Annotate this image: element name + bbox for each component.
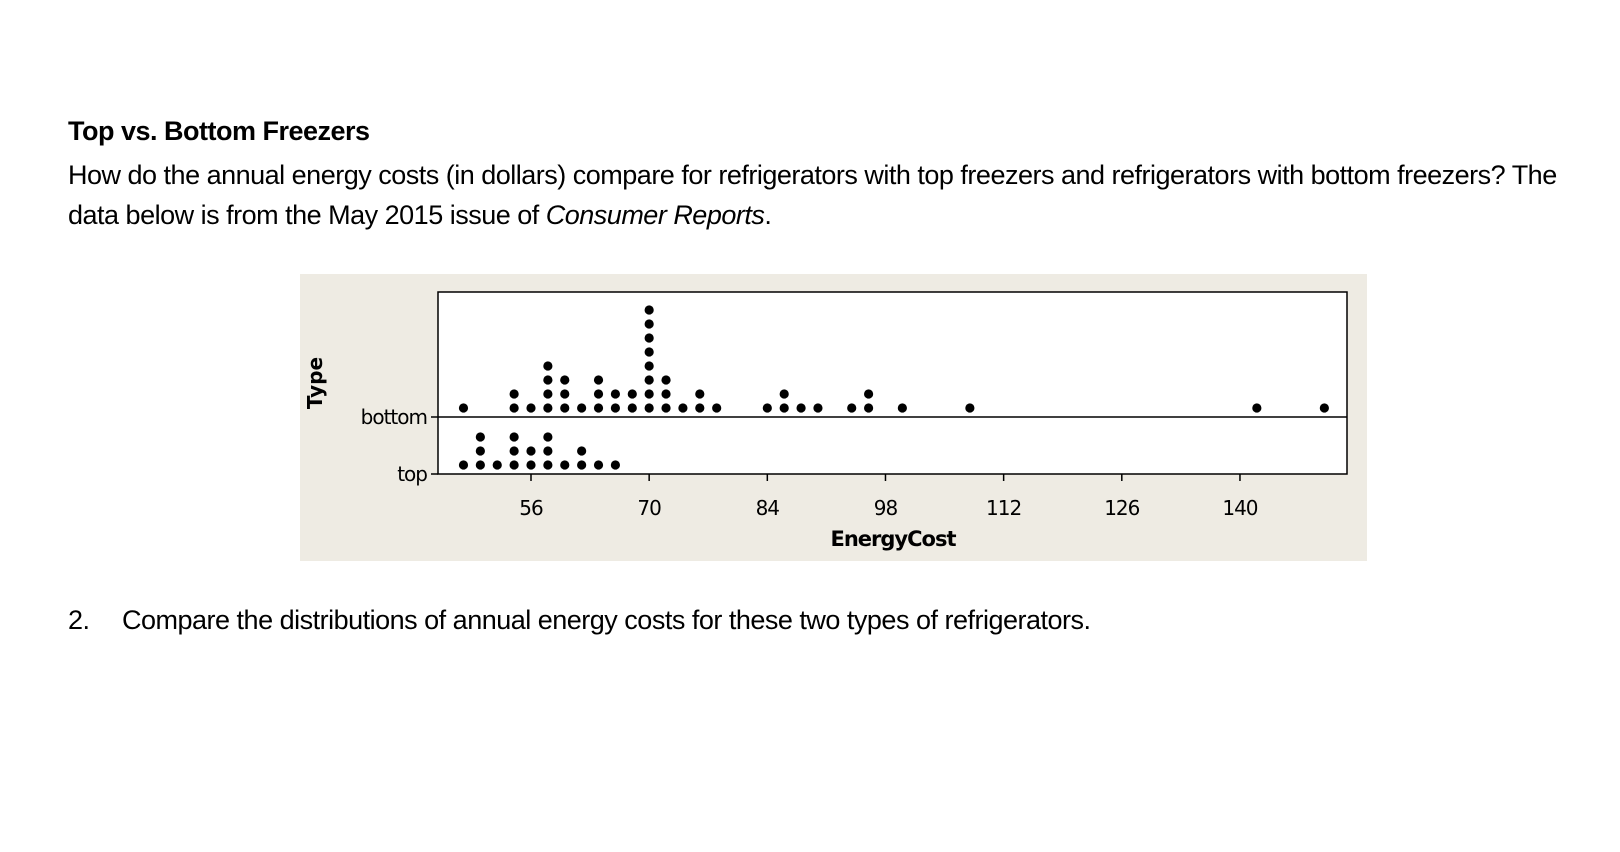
x-tick-label: 112 — [986, 496, 1021, 520]
dot-top-58 — [543, 460, 553, 470]
x-tick-label: 84 — [756, 496, 780, 520]
dot-top-62 — [577, 460, 587, 470]
dot-top-54 — [509, 446, 519, 456]
dot-bottom-90 — [813, 403, 823, 413]
dot-bottom-48 — [458, 403, 469, 413]
category-label-top: top — [397, 462, 427, 486]
dot-top-48 — [458, 460, 469, 470]
dot-top-54 — [509, 460, 519, 470]
x-tick-label: 98 — [874, 496, 898, 520]
source-name: Consumer Reports — [545, 200, 765, 230]
dot-bottom-58 — [543, 361, 553, 371]
dot-bottom-70 — [644, 403, 654, 413]
dot-bottom-70 — [644, 319, 654, 329]
intro-paragraph: How do the annual energy costs (in dolla… — [68, 155, 1588, 235]
dot-bottom-76 — [695, 403, 705, 413]
dot-top-64 — [593, 460, 604, 470]
y-axis-label: Type — [303, 357, 327, 409]
plot-area — [437, 291, 1348, 475]
dot-top-50 — [475, 432, 485, 442]
question-text: Compare the distributions of annual ener… — [122, 605, 1091, 635]
dot-bottom-60 — [560, 403, 570, 413]
x-tick-label: 126 — [1104, 496, 1139, 520]
dot-bottom-74 — [678, 403, 688, 413]
dot-bottom-142 — [1252, 403, 1262, 413]
dot-top-52 — [492, 460, 502, 470]
dot-top-58 — [543, 446, 553, 456]
dot-bottom-72 — [661, 389, 671, 399]
dot-bottom-108 — [965, 403, 975, 413]
dot-bottom-150 — [1319, 403, 1329, 413]
dot-top-50 — [475, 460, 485, 470]
dot-bottom-96 — [864, 403, 874, 413]
dot-bottom-86 — [779, 389, 789, 399]
document-title: Top vs. Bottom Freezers — [68, 116, 370, 146]
intro-end: . — [764, 200, 772, 230]
x-axis-label: EnergyCost — [831, 527, 957, 551]
dot-bottom-70 — [644, 333, 654, 343]
dot-bottom-54 — [509, 389, 519, 399]
dot-bottom-70 — [644, 361, 654, 371]
dot-top-50 — [475, 446, 485, 456]
question-number: 2. — [68, 605, 90, 635]
dot-top-56 — [526, 460, 536, 470]
dot-bottom-66 — [610, 403, 621, 413]
dot-bottom-70 — [644, 389, 654, 399]
dot-bottom-100 — [897, 403, 907, 413]
dot-top-62 — [577, 446, 587, 456]
dot-bottom-88 — [796, 403, 806, 413]
dot-bottom-70 — [644, 305, 654, 315]
dot-bottom-70 — [644, 375, 654, 385]
dot-bottom-54 — [509, 403, 519, 413]
x-tick-label: 70 — [637, 496, 661, 520]
dot-bottom-64 — [593, 389, 604, 399]
dot-bottom-66 — [610, 389, 621, 399]
dot-bottom-86 — [779, 403, 789, 413]
dot-bottom-58 — [543, 389, 553, 399]
dot-bottom-62 — [577, 403, 587, 413]
dot-bottom-68 — [627, 403, 637, 413]
dot-bottom-94 — [847, 403, 857, 413]
dot-bottom-72 — [661, 403, 671, 413]
question-2: 2. Compare the distributions of annual en… — [68, 605, 1091, 636]
dot-bottom-76 — [695, 389, 705, 399]
dot-bottom-72 — [661, 375, 671, 385]
x-tick-label: 140 — [1222, 496, 1257, 520]
category-label-bottom: bottom — [361, 405, 427, 429]
intro-text: How do the annual energy costs (in dolla… — [68, 160, 1557, 230]
dot-bottom-56 — [526, 403, 536, 413]
dot-bottom-58 — [543, 403, 553, 413]
dot-bottom-68 — [627, 389, 637, 399]
dot-bottom-58 — [543, 375, 553, 385]
dot-top-58 — [543, 432, 553, 442]
dot-bottom-60 — [560, 375, 570, 385]
dot-top-56 — [526, 446, 536, 456]
dot-top-54 — [509, 432, 519, 442]
dot-top-66 — [610, 460, 621, 470]
dot-bottom-78 — [712, 403, 722, 413]
dot-bottom-84 — [762, 403, 772, 413]
dot-bottom-64 — [593, 403, 604, 413]
dot-bottom-60 — [560, 389, 570, 399]
dot-bottom-64 — [593, 375, 604, 385]
x-tick-label: 56 — [519, 496, 543, 520]
dot-bottom-96 — [864, 389, 874, 399]
dot-bottom-70 — [644, 347, 654, 357]
dot-top-60 — [560, 460, 570, 470]
